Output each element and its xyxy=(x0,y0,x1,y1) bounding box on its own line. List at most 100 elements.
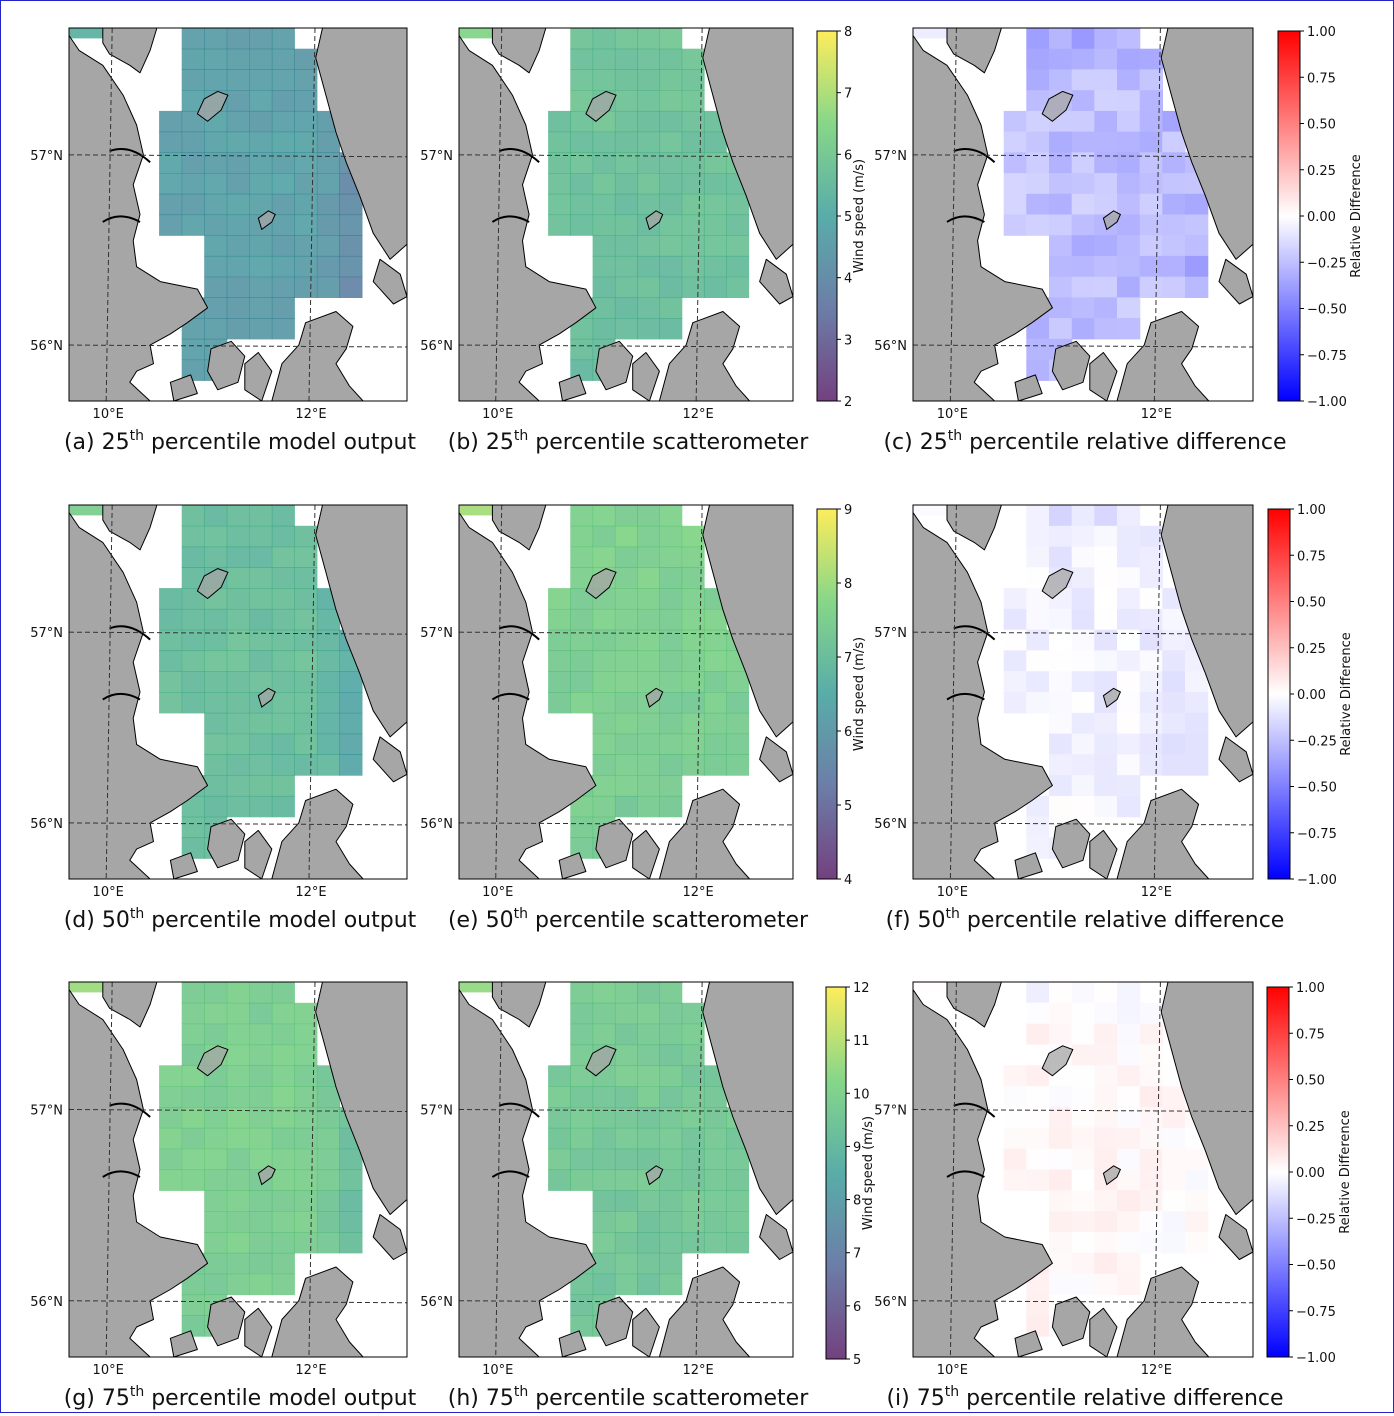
grid-cell xyxy=(614,712,638,735)
grid-cell xyxy=(1094,1086,1118,1108)
colorbar-tick-label: 0.50 xyxy=(1307,118,1336,133)
grid-cell xyxy=(1139,1169,1163,1191)
map-panel-f: 57°N 56°N 10°E 12°E (f) 50th percentile rela… xyxy=(874,504,1284,933)
grid-cell xyxy=(614,733,638,755)
grid-cell xyxy=(614,1086,638,1108)
grid-cell xyxy=(271,567,295,589)
grid-cell xyxy=(659,131,683,153)
grid-cell xyxy=(1049,525,1073,548)
grid-cell xyxy=(271,173,295,195)
grid-cell xyxy=(726,1211,750,1233)
grid-cell xyxy=(204,1232,228,1254)
land-mass xyxy=(1051,340,1091,391)
grid-cell xyxy=(1003,1148,1027,1171)
grid-cell xyxy=(1139,1065,1163,1087)
grid-cell xyxy=(592,1086,616,1108)
grid-cell xyxy=(226,1127,250,1150)
land-mass xyxy=(759,736,794,783)
colorbar-tick-label: 2 xyxy=(844,395,852,410)
grid-cell xyxy=(703,1190,727,1212)
grid-cell xyxy=(271,1023,295,1046)
grid-cell xyxy=(1003,629,1027,652)
land-mass xyxy=(759,258,794,305)
grid-cell xyxy=(570,90,594,112)
grid-cell xyxy=(659,1252,683,1275)
grid-cell xyxy=(681,255,705,278)
grid-cell xyxy=(614,193,638,216)
grid-cell xyxy=(294,1065,318,1087)
map-panel-d: 57°N 56°N 10°E 12°E (d) 50th percentile mode… xyxy=(30,504,417,933)
grid-cell xyxy=(249,1252,273,1275)
grid-cell xyxy=(1071,48,1095,70)
land xyxy=(458,981,794,1358)
caption-prefix: (c) 25 xyxy=(883,430,947,455)
caption-text: percentile model output xyxy=(144,908,416,933)
grid-cell xyxy=(659,505,683,527)
grid-cell xyxy=(316,608,340,631)
grid-cell xyxy=(1071,505,1095,527)
grid-cell xyxy=(548,214,571,236)
grid-cell xyxy=(1162,712,1186,735)
graticule xyxy=(912,504,1254,880)
grid-cell xyxy=(681,1065,705,1087)
fjord-line xyxy=(102,215,141,223)
grid-cell xyxy=(181,1023,205,1046)
grid-cell xyxy=(637,650,660,672)
caption-text: percentile scatterometer xyxy=(528,908,809,933)
grid-cell xyxy=(1049,1190,1073,1212)
grid-cell xyxy=(204,1148,228,1171)
land-mass xyxy=(558,1330,587,1358)
grid-cell xyxy=(659,546,683,568)
grid-cell xyxy=(339,1148,363,1171)
grid-cell xyxy=(614,297,638,319)
land-mass xyxy=(207,818,246,869)
grid-cell xyxy=(204,795,228,818)
grid-cell xyxy=(204,525,228,548)
grid-cell xyxy=(703,131,727,153)
grid-cell xyxy=(570,152,594,174)
grid-cell xyxy=(1162,173,1186,195)
grid-cell xyxy=(637,1211,660,1233)
grid-cell xyxy=(1162,692,1186,714)
graticule xyxy=(912,27,1254,402)
grid-cell xyxy=(226,318,250,340)
colorbar-tick-label: 1.00 xyxy=(1307,25,1336,40)
grid-cell xyxy=(294,1127,318,1150)
grid-cell xyxy=(1049,1273,1073,1296)
grid-cell xyxy=(339,671,363,693)
land-mass xyxy=(1014,852,1043,880)
grid-cell xyxy=(1049,255,1073,278)
caption-text: percentile relative difference xyxy=(960,908,1284,933)
grid-cell xyxy=(204,131,228,153)
colorbar-tick-label: −0.50 xyxy=(1307,303,1347,318)
grid-cell xyxy=(294,712,318,735)
latitude-label: 56°N xyxy=(420,339,453,354)
panel-caption: (a) 25th percentile model output xyxy=(64,428,416,455)
grid-cell xyxy=(181,193,205,216)
grid-cell xyxy=(1139,1086,1163,1108)
grid-cell xyxy=(592,173,616,195)
grid-cell xyxy=(592,131,616,153)
grid-cell xyxy=(1139,1002,1163,1025)
grid-cell xyxy=(592,1252,616,1275)
grid-cell xyxy=(570,1315,594,1337)
caption-superscript: th xyxy=(514,428,528,444)
land-mass xyxy=(102,504,158,551)
grid-cell xyxy=(681,1044,705,1066)
grid-cell xyxy=(271,1252,295,1275)
grid-cell xyxy=(570,588,594,610)
grid-cell xyxy=(1162,1148,1186,1171)
map-frame xyxy=(68,27,408,402)
colorbar-tick-label: 1.00 xyxy=(1297,503,1326,518)
grid-cell xyxy=(204,1127,228,1150)
latitude-line xyxy=(68,154,408,158)
grid-cell xyxy=(637,733,660,755)
grid-cell xyxy=(1049,982,1073,1004)
grid-cell xyxy=(637,1127,660,1150)
grid-cell xyxy=(1071,775,1095,797)
grid-cell xyxy=(1185,1232,1209,1254)
grid-cell xyxy=(204,48,228,70)
grid-cell xyxy=(181,1002,205,1025)
grid-cell xyxy=(1026,1065,1050,1087)
grid-cell xyxy=(614,650,638,672)
